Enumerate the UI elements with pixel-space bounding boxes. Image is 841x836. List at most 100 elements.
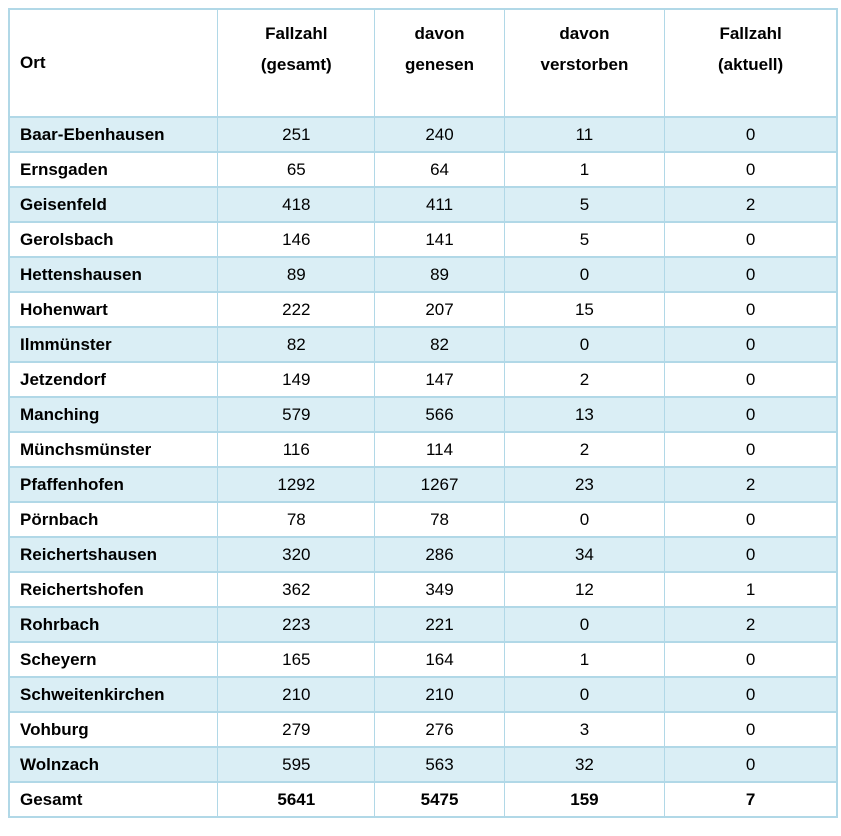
table-row: Geisenfeld 418 411 5 2 (8, 186, 838, 223)
recovered-cell: 349 (374, 571, 505, 608)
total-cases-cell: 78 (217, 501, 376, 538)
current-cases-cell: 0 (664, 221, 838, 258)
current-cases-cell: 2 (664, 606, 838, 643)
current-cases-cell: 0 (664, 536, 838, 573)
deceased-cell: 1 (503, 641, 666, 678)
location-cell: Geisenfeld (8, 186, 219, 223)
total-cases-cell: 116 (217, 431, 376, 468)
deceased-cell: 2 (503, 431, 666, 468)
total-cases-cell: 210 (217, 676, 376, 713)
table-row: Baar-Ebenhausen 251 240 11 0 (8, 116, 838, 153)
recovered-cell: 563 (374, 746, 505, 783)
table-row: Reichertshofen 362 349 12 1 (8, 571, 838, 608)
total-cases-cell: 89 (217, 256, 376, 293)
table-row: Ernsgaden 65 64 1 0 (8, 151, 838, 188)
current-cases-cell: 0 (664, 396, 838, 433)
deceased-cell: 159 (503, 781, 666, 818)
table-row: Schweitenkirchen 210 210 0 0 (8, 676, 838, 713)
total-cases-cell: 165 (217, 641, 376, 678)
location-cell: Wolnzach (8, 746, 219, 783)
deceased-cell: 0 (503, 501, 666, 538)
location-cell: Pörnbach (8, 501, 219, 538)
recovered-cell: 566 (374, 396, 505, 433)
total-cases-cell: 82 (217, 326, 376, 363)
location-cell: Hohenwart (8, 291, 219, 328)
current-cases-cell: 0 (664, 746, 838, 783)
recovered-cell: 5475 (374, 781, 505, 818)
deceased-cell: 0 (503, 256, 666, 293)
deceased-cell: 11 (503, 116, 666, 153)
column-header-recovered-line1: davon (414, 24, 465, 43)
current-cases-cell: 0 (664, 326, 838, 363)
total-cases-cell: 595 (217, 746, 376, 783)
location-cell: Gesamt (8, 781, 219, 818)
table-row: Manching 579 566 13 0 (8, 396, 838, 433)
column-header-deceased-line2: verstorben (540, 55, 629, 74)
column-header-total-line1: Fallzahl (265, 24, 328, 43)
document-page: Ort Fallzahl (gesamt) davon genesen davo… (8, 8, 838, 818)
recovered-cell: 240 (374, 116, 505, 153)
recovered-cell: 276 (374, 711, 505, 748)
deceased-cell: 34 (503, 536, 666, 573)
table-body: Baar-Ebenhausen 251 240 11 0 Ernsgaden 6… (8, 116, 838, 818)
total-cases-cell: 418 (217, 186, 376, 223)
location-cell: Ilmmünster (8, 326, 219, 363)
total-cases-cell: 279 (217, 711, 376, 748)
column-header-total-line2: (gesamt) (260, 55, 332, 74)
recovered-cell: 164 (374, 641, 505, 678)
total-cases-cell: 251 (217, 116, 376, 153)
total-cases-cell: 1292 (217, 466, 376, 503)
recovered-cell: 1267 (374, 466, 505, 503)
column-header-deceased-line1: davon (559, 24, 610, 43)
table-row: Ilmmünster 82 82 0 0 (8, 326, 838, 363)
recovered-cell: 221 (374, 606, 505, 643)
deceased-cell: 32 (503, 746, 666, 783)
total-cases-cell: 146 (217, 221, 376, 258)
current-cases-cell: 0 (664, 291, 838, 328)
table-row: Münchsmünster 116 114 2 0 (8, 431, 838, 468)
recovered-cell: 114 (374, 431, 505, 468)
location-cell: Gerolsbach (8, 221, 219, 258)
location-cell: Reichertshofen (8, 571, 219, 608)
recovered-cell: 286 (374, 536, 505, 573)
location-cell: Manching (8, 396, 219, 433)
location-cell: Rohrbach (8, 606, 219, 643)
total-cases-cell: 579 (217, 396, 376, 433)
total-cases-cell: 5641 (217, 781, 376, 818)
table-row: Pörnbach 78 78 0 0 (8, 501, 838, 538)
total-cases-cell: 320 (217, 536, 376, 573)
covid-cases-table: Ort Fallzahl (gesamt) davon genesen davo… (8, 8, 838, 818)
table-row: Vohburg 279 276 3 0 (8, 711, 838, 748)
current-cases-cell: 2 (664, 466, 838, 503)
table-row: Pfaffenhofen 1292 1267 23 2 (8, 466, 838, 503)
recovered-cell: 89 (374, 256, 505, 293)
column-header-current-line2: (aktuell) (718, 55, 784, 74)
current-cases-cell: 2 (664, 186, 838, 223)
recovered-cell: 207 (374, 291, 505, 328)
current-cases-cell: 0 (664, 431, 838, 468)
location-cell: Ernsgaden (8, 151, 219, 188)
location-cell: Pfaffenhofen (8, 466, 219, 503)
table-row: Gerolsbach 146 141 5 0 (8, 221, 838, 258)
column-header-current-cases: Fallzahl (aktuell) (664, 8, 838, 118)
table-row: Scheyern 165 164 1 0 (8, 641, 838, 678)
location-cell: Scheyern (8, 641, 219, 678)
current-cases-cell: 0 (664, 361, 838, 398)
location-cell: Jetzendorf (8, 361, 219, 398)
current-cases-cell: 0 (664, 116, 838, 153)
location-cell: Hettenshausen (8, 256, 219, 293)
recovered-cell: 82 (374, 326, 505, 363)
column-header-recovered-line2: genesen (405, 55, 475, 74)
deceased-cell: 12 (503, 571, 666, 608)
table-row: Rohrbach 223 221 0 2 (8, 606, 838, 643)
table-row: Reichertshausen 320 286 34 0 (8, 536, 838, 573)
recovered-cell: 78 (374, 501, 505, 538)
table-row: Hettenshausen 89 89 0 0 (8, 256, 838, 293)
current-cases-cell: 0 (664, 711, 838, 748)
deceased-cell: 0 (503, 676, 666, 713)
total-cases-cell: 222 (217, 291, 376, 328)
deceased-cell: 15 (503, 291, 666, 328)
recovered-cell: 147 (374, 361, 505, 398)
current-cases-cell: 0 (664, 501, 838, 538)
deceased-cell: 1 (503, 151, 666, 188)
